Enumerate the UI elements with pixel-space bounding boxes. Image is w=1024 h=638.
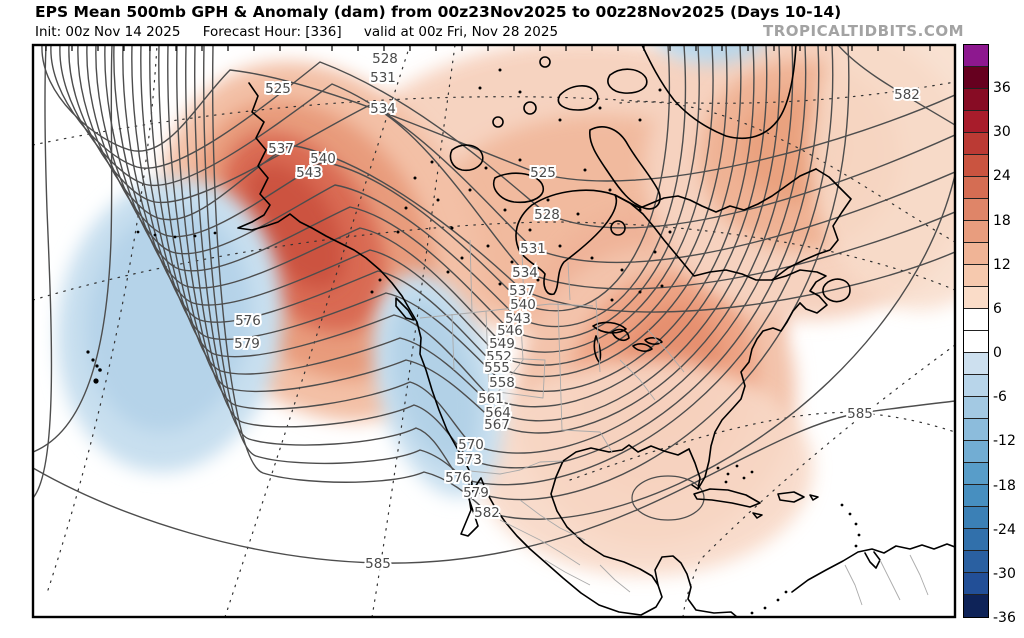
anomaly-colorbar bbox=[963, 44, 989, 618]
contour-label: 576 bbox=[235, 313, 261, 329]
contour-label: 528 bbox=[534, 207, 560, 223]
colorbar-tick-label: 0 bbox=[993, 345, 1002, 362]
colorbar-segment bbox=[964, 89, 988, 111]
colorbar-tick-label: 24 bbox=[993, 168, 1011, 185]
contour-label: 531 bbox=[370, 70, 396, 86]
colorbar-segment bbox=[964, 309, 988, 331]
contour-label: 546 bbox=[497, 323, 523, 339]
colorbar-tick-label: -18 bbox=[993, 477, 1016, 494]
colorbar-segment bbox=[964, 221, 988, 243]
colorbar-tick-label: 30 bbox=[993, 124, 1011, 141]
contour-label: 567 bbox=[484, 417, 510, 433]
colorbar-tick-label: -36 bbox=[993, 610, 1016, 626]
island-lake-specks bbox=[86, 68, 861, 615]
map-subtitle: Init: 00z Nov 14 2025 Forecast Hour: [33… bbox=[35, 24, 576, 40]
contour-lines bbox=[34, 46, 954, 564]
contour-label: 543 bbox=[296, 165, 322, 181]
colorbar-segment bbox=[964, 441, 988, 463]
colorbar-tick-label: -30 bbox=[993, 565, 1016, 582]
colorbar-segment bbox=[964, 353, 988, 375]
colorbar-tick-label: -24 bbox=[993, 521, 1016, 538]
colorbar-tick-label: 12 bbox=[993, 256, 1011, 273]
contour-label: 585 bbox=[847, 406, 873, 422]
contour-label: 555 bbox=[484, 360, 510, 376]
colorbar-segment bbox=[964, 595, 988, 617]
contour-label: 576 bbox=[445, 470, 471, 486]
colorbar-segment bbox=[964, 177, 988, 199]
coastlines bbox=[237, 46, 954, 616]
contour-labels: 5255255285285315315345345375375405405435… bbox=[232, 49, 922, 574]
colorbar-segment bbox=[964, 243, 988, 265]
colorbar-segment bbox=[964, 463, 988, 485]
colorbar-segment bbox=[964, 397, 988, 419]
map-frame bbox=[31, 43, 957, 619]
contour-label: 582 bbox=[894, 87, 920, 103]
colorbar-tick-label: -6 bbox=[993, 389, 1007, 406]
contour-label: 540 bbox=[510, 297, 536, 313]
contour-label: 528 bbox=[372, 51, 398, 67]
colorbar-tick-label: -12 bbox=[993, 433, 1016, 450]
contour-label: 585 bbox=[365, 556, 391, 572]
contour-label: 579 bbox=[234, 336, 260, 352]
contour-label: 564 bbox=[485, 405, 511, 421]
colorbar-tick-label: 36 bbox=[993, 80, 1011, 97]
colorbar-tick-label: 18 bbox=[993, 212, 1011, 229]
colorbar-segment bbox=[964, 529, 988, 551]
colorbar-segment bbox=[964, 551, 988, 573]
colorbar-segment bbox=[964, 111, 988, 133]
contour-label: 543 bbox=[505, 311, 531, 327]
contour-label: 540 bbox=[310, 151, 336, 167]
tropicaltidbits-watermark: TROPICALTIDBITS.COM bbox=[763, 22, 964, 40]
colorbar-segment bbox=[964, 155, 988, 177]
contour-label: 534 bbox=[512, 265, 538, 281]
colorbar-segment bbox=[964, 265, 988, 287]
contour-label: 525 bbox=[530, 165, 556, 181]
contour-label: 573 bbox=[456, 452, 482, 468]
colorbar-segment bbox=[964, 199, 988, 221]
forecast-hour: Forecast Hour: [336] bbox=[202, 24, 342, 40]
colorbar-segment bbox=[964, 507, 988, 529]
valid-time: valid at 00z Fri, Nov 28 2025 bbox=[363, 24, 559, 40]
contour-label: 531 bbox=[520, 241, 546, 257]
init-time: Init: 00z Nov 14 2025 bbox=[35, 24, 181, 40]
contour-label: 570 bbox=[458, 437, 484, 453]
colorbar-segment bbox=[964, 573, 988, 595]
colorbar-segment bbox=[964, 45, 988, 67]
contour-label: 582 bbox=[474, 505, 500, 521]
contour-label: 579 bbox=[463, 485, 489, 501]
colorbar-tick-labels: 36 30 24 18 12 6 0 -6 -12 -18 -24 -30 -36 bbox=[993, 44, 1023, 626]
colorbar-segment bbox=[964, 287, 988, 309]
contour-label: 537 bbox=[509, 283, 535, 299]
colorbar-tick-label: 6 bbox=[993, 300, 1002, 317]
colorbar-segment bbox=[964, 485, 988, 507]
contour-label: 549 bbox=[489, 336, 515, 352]
contour-label: 558 bbox=[489, 375, 515, 391]
colorbar-segment bbox=[964, 375, 988, 397]
contour-label: 561 bbox=[478, 391, 504, 407]
colorbar-segment bbox=[964, 419, 988, 441]
map-title: EPS Mean 500mb GPH & Anomaly (dam) from … bbox=[35, 3, 842, 21]
state-borders bbox=[419, 239, 929, 606]
contour-label: 537 bbox=[268, 141, 294, 157]
colorbar-segment bbox=[964, 133, 988, 155]
contour-label: 552 bbox=[486, 349, 512, 365]
contour-label: 525 bbox=[265, 81, 291, 97]
colorbar-segment bbox=[964, 67, 988, 89]
contour-label: 534 bbox=[370, 101, 396, 117]
colorbar-segment bbox=[964, 331, 988, 353]
